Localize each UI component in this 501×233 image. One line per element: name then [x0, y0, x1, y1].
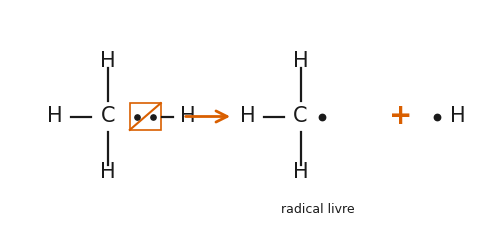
Text: +: + — [389, 103, 412, 130]
Text: H: H — [180, 106, 196, 127]
Text: radical livre: radical livre — [282, 203, 355, 216]
Text: H: H — [449, 106, 465, 127]
Text: H: H — [100, 162, 116, 182]
Text: C: C — [101, 106, 115, 127]
Text: H: H — [47, 106, 63, 127]
Text: C: C — [294, 106, 308, 127]
Text: H: H — [293, 51, 309, 71]
Bar — [130, 103, 161, 130]
Text: H: H — [100, 51, 116, 71]
Text: H: H — [240, 106, 256, 127]
Text: H: H — [293, 162, 309, 182]
